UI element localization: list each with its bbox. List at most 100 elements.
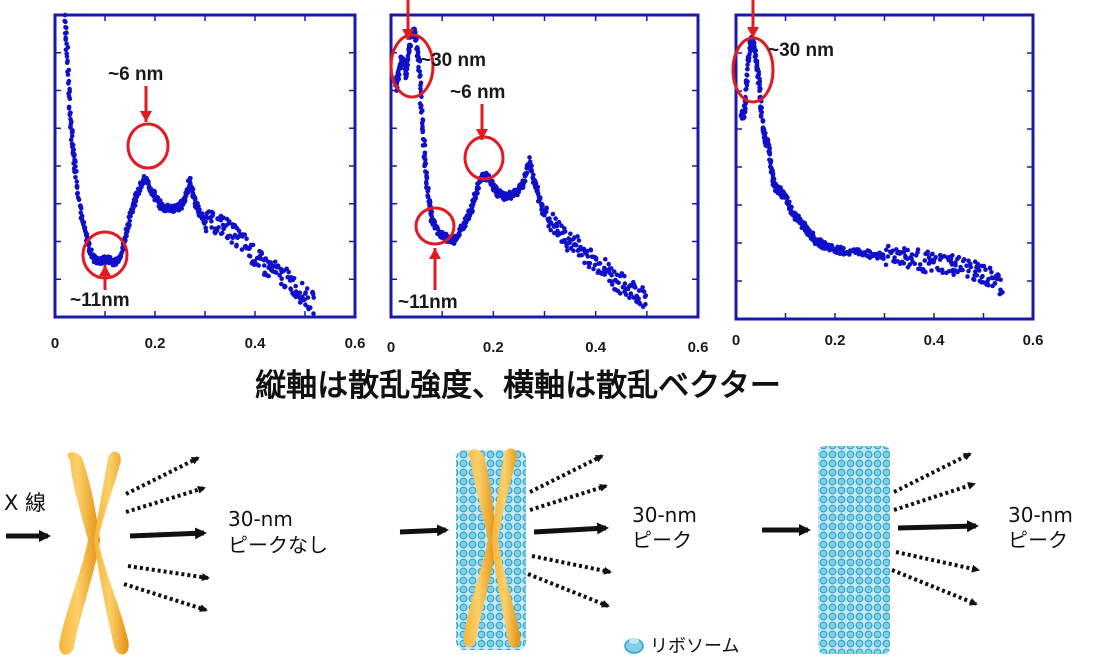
data-point xyxy=(259,251,265,256)
data-point xyxy=(951,272,956,278)
annotation-arrowhead xyxy=(429,248,441,259)
data-point xyxy=(975,261,980,267)
data-point xyxy=(847,252,852,257)
data-point xyxy=(216,225,221,230)
data-point xyxy=(89,247,94,253)
data-point xyxy=(87,241,92,247)
peak-circle xyxy=(414,206,456,246)
data-point xyxy=(771,176,777,182)
data-point xyxy=(417,74,423,79)
data-point xyxy=(192,197,198,203)
result-1-line2: ピークなし xyxy=(228,533,328,557)
plot2-label-11nm: ~11nm xyxy=(398,292,458,313)
data-point xyxy=(743,87,748,92)
data-point xyxy=(622,273,627,279)
result-2-line1: 30-nm xyxy=(632,503,697,527)
axes-caption: 縦軸は散乱強度、横軸は散乱ベクター xyxy=(255,368,781,400)
data-point xyxy=(516,189,521,194)
data-point xyxy=(575,234,580,239)
data-point xyxy=(602,265,607,271)
data-point xyxy=(404,74,409,79)
plot3-label-30nm: ~30 nm xyxy=(768,40,834,61)
data-point xyxy=(956,254,962,260)
peak-circle xyxy=(463,135,505,181)
data-point xyxy=(617,291,623,296)
data-point xyxy=(221,215,226,220)
x-tick-label: 0.4 xyxy=(245,335,267,352)
data-point xyxy=(987,266,993,271)
data-point xyxy=(933,254,938,260)
data-point xyxy=(784,195,790,201)
ribosome-coat-2 xyxy=(456,450,526,650)
data-point xyxy=(291,276,297,281)
data-point xyxy=(961,257,967,262)
data-point xyxy=(981,263,987,269)
data-point xyxy=(841,246,846,251)
data-point xyxy=(209,219,214,224)
data-point xyxy=(424,176,430,181)
data-point xyxy=(745,79,750,84)
data-point xyxy=(550,211,556,217)
data-point xyxy=(553,216,558,221)
data-point xyxy=(405,57,411,62)
data-point xyxy=(132,203,138,208)
data-point xyxy=(63,25,68,30)
data-point xyxy=(67,96,73,102)
data-point xyxy=(148,186,154,192)
data-point xyxy=(582,260,587,266)
data-point xyxy=(423,157,428,162)
data-point xyxy=(127,218,132,224)
data-point xyxy=(763,130,768,136)
data-point xyxy=(304,286,310,291)
data-point xyxy=(973,269,978,274)
data-point xyxy=(633,285,638,290)
data-point xyxy=(757,88,762,93)
data-point xyxy=(187,180,193,185)
data-point xyxy=(406,49,412,54)
annotation-arrowhead xyxy=(476,129,488,140)
data-point xyxy=(527,155,532,160)
data-point xyxy=(998,277,1003,283)
data-point xyxy=(946,269,952,274)
data-point xyxy=(68,124,73,129)
data-point xyxy=(905,247,910,253)
data-point xyxy=(548,220,554,225)
data-point xyxy=(966,268,971,274)
x-tick-label: 0.6 xyxy=(345,335,366,352)
data-point xyxy=(457,232,462,238)
annotation-arrowhead xyxy=(747,27,759,38)
data-point xyxy=(229,240,235,245)
data-point xyxy=(902,246,907,251)
chromosome-1 xyxy=(59,451,129,655)
data-point xyxy=(476,185,482,191)
data-point xyxy=(308,305,313,310)
data-point xyxy=(746,55,752,61)
data-point xyxy=(753,58,759,63)
data-point xyxy=(220,230,225,236)
data-point xyxy=(628,291,634,297)
data-point xyxy=(273,270,279,275)
result-1-line1: 30-nm xyxy=(228,507,293,531)
data-point xyxy=(915,247,921,252)
data-point xyxy=(960,267,965,273)
data-point xyxy=(564,244,569,249)
data-point xyxy=(591,266,596,272)
plot2-label-30nm: ~30 nm xyxy=(420,50,486,71)
scatter-arrows-1 xyxy=(123,456,210,612)
ribosome-legend-label: リボソーム xyxy=(650,636,739,657)
data-point xyxy=(1000,290,1005,295)
data-point xyxy=(64,41,69,46)
data-point xyxy=(965,274,970,279)
chart-1: 0 0.2 0.4 0.6 xyxy=(51,12,366,352)
incident-arrow-2 xyxy=(399,524,449,537)
data-point xyxy=(250,242,256,248)
x-tick-label: 0.2 xyxy=(825,332,846,349)
data-point xyxy=(760,119,766,124)
data-point xyxy=(588,247,594,253)
data-point xyxy=(239,247,245,252)
data-point xyxy=(753,53,759,59)
data-point xyxy=(885,254,891,259)
data-point xyxy=(66,81,71,86)
data-point xyxy=(768,160,773,165)
data-point xyxy=(909,252,915,257)
